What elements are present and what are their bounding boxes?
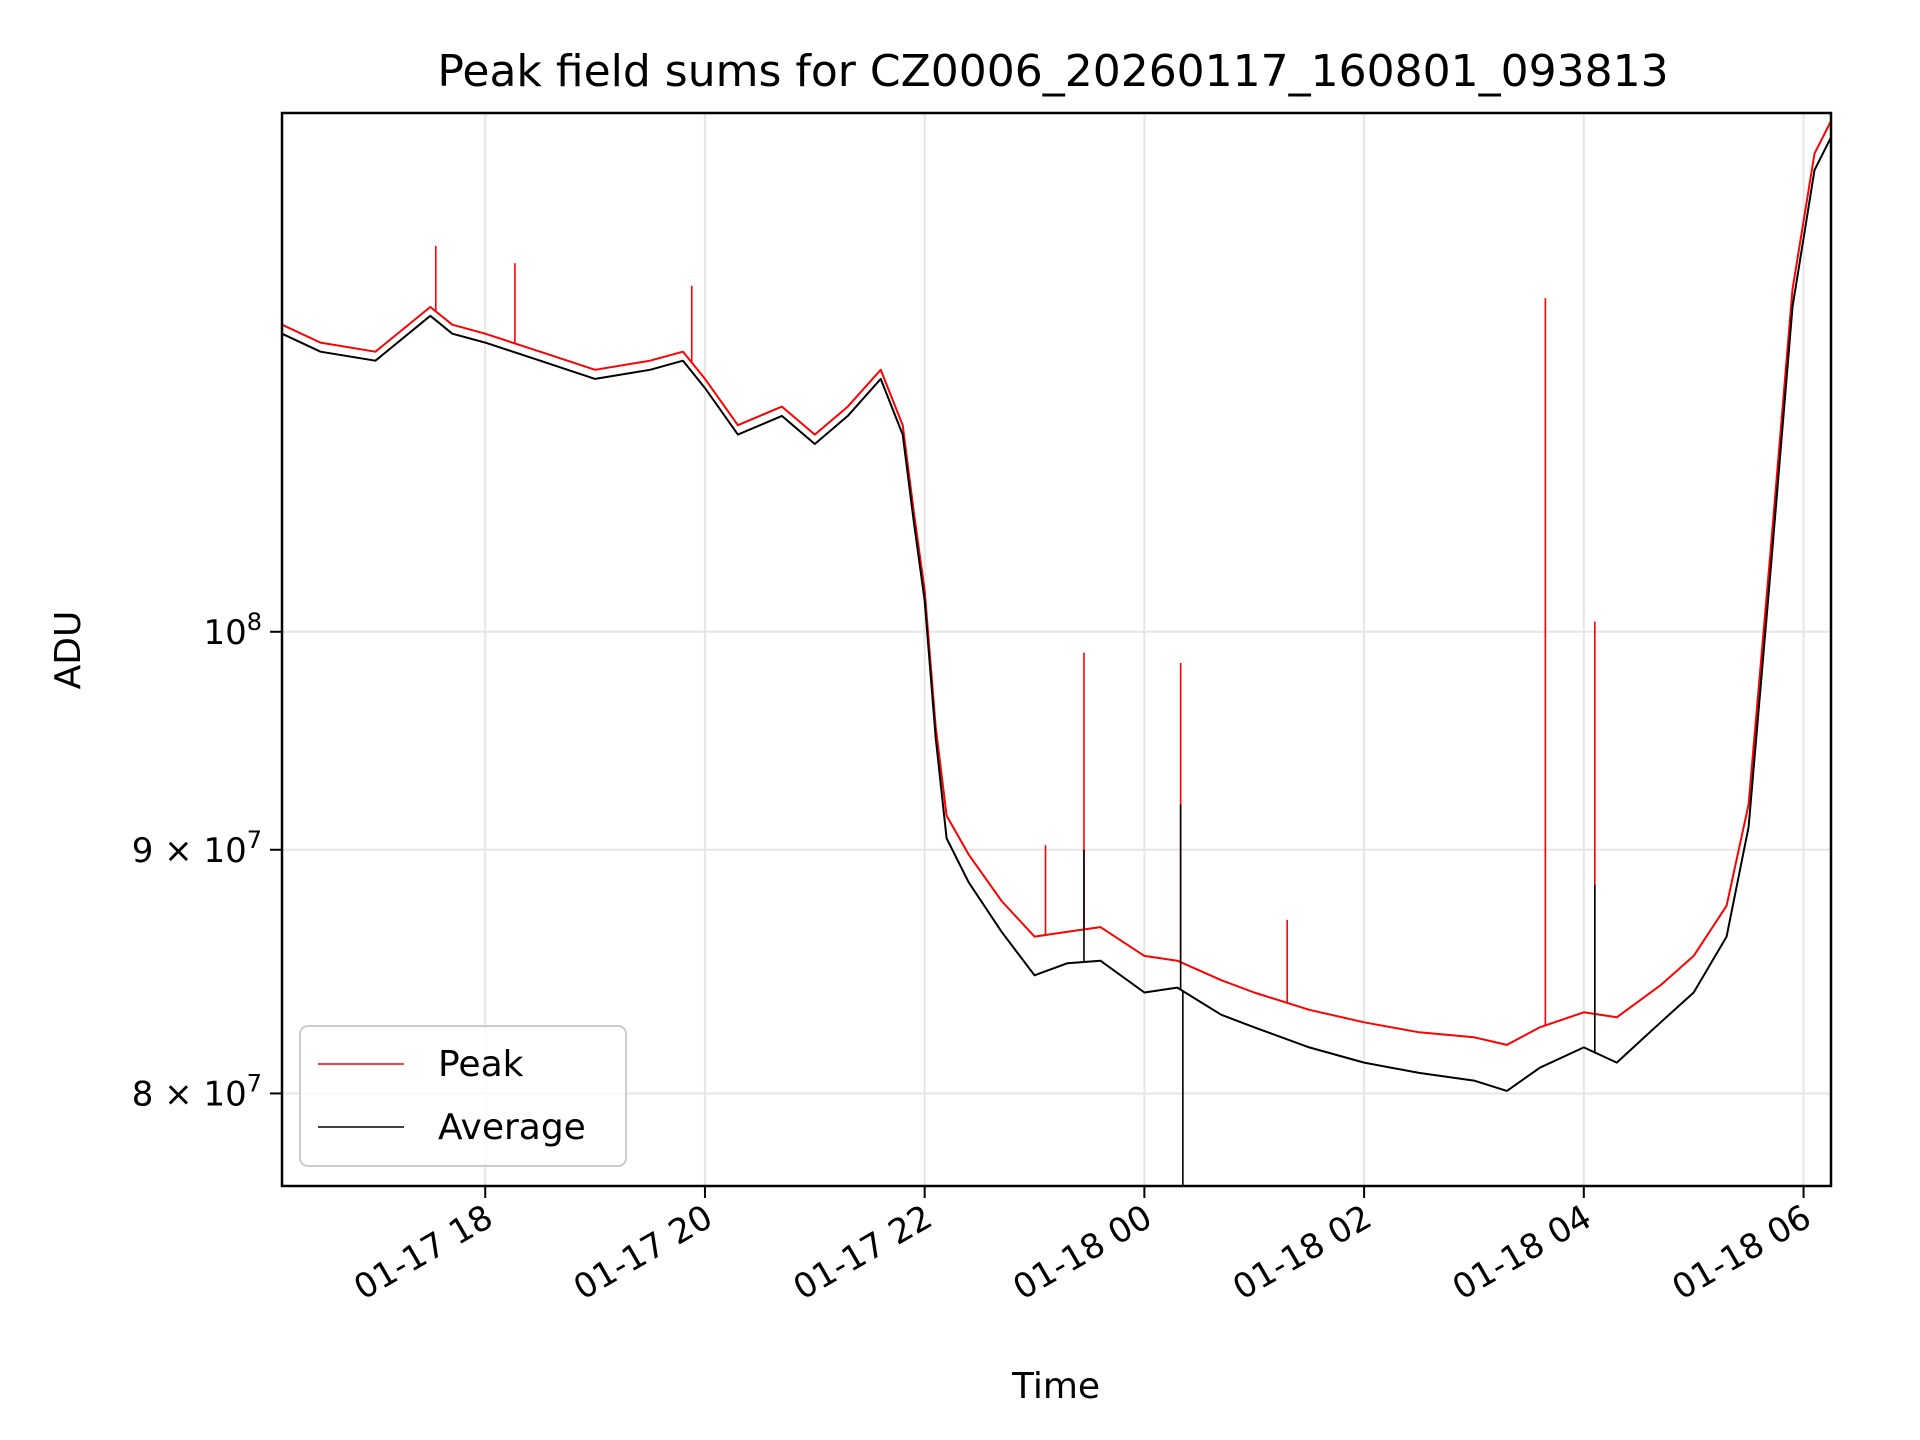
series-line-peak <box>281 120 1832 1046</box>
series-line-average <box>281 136 1832 1092</box>
x-axis-label: Time <box>1011 1366 1100 1407</box>
x-tick-label: 01-18 04 <box>1446 1197 1598 1308</box>
x-tick-label: 01-18 00 <box>1006 1197 1158 1308</box>
legend-average-label: Average <box>438 1107 586 1148</box>
legend: Peak Average <box>299 1025 627 1167</box>
series-lines <box>281 120 1832 1186</box>
plot-frame <box>280 111 1833 1188</box>
y-axis-ticks: 8 × 107 9 × 107 108 <box>132 608 282 1114</box>
legend-box <box>299 1025 627 1167</box>
x-tick-label: 01-18 02 <box>1226 1197 1378 1308</box>
y-tick-label: 108 <box>203 608 262 653</box>
y-tick-label: 9 × 107 <box>132 826 262 871</box>
x-tick-label: 01-17 20 <box>567 1197 719 1308</box>
legend-peak-label: Peak <box>438 1044 524 1085</box>
y-axis-label: ADU <box>48 611 89 690</box>
x-tick-label: 01-18 06 <box>1666 1197 1818 1308</box>
y-tick-label: 8 × 107 <box>132 1069 262 1114</box>
grid-lines <box>282 113 1831 1186</box>
chart-title: Peak field sums for CZ0006_20260117_1608… <box>437 46 1668 97</box>
x-axis-ticks: 01-17 18 01-17 20 01-17 22 01-18 00 01-18 02… <box>347 1186 1818 1308</box>
x-tick-label: 01-17 18 <box>347 1197 499 1308</box>
x-tick-label: 01-17 22 <box>787 1197 939 1308</box>
